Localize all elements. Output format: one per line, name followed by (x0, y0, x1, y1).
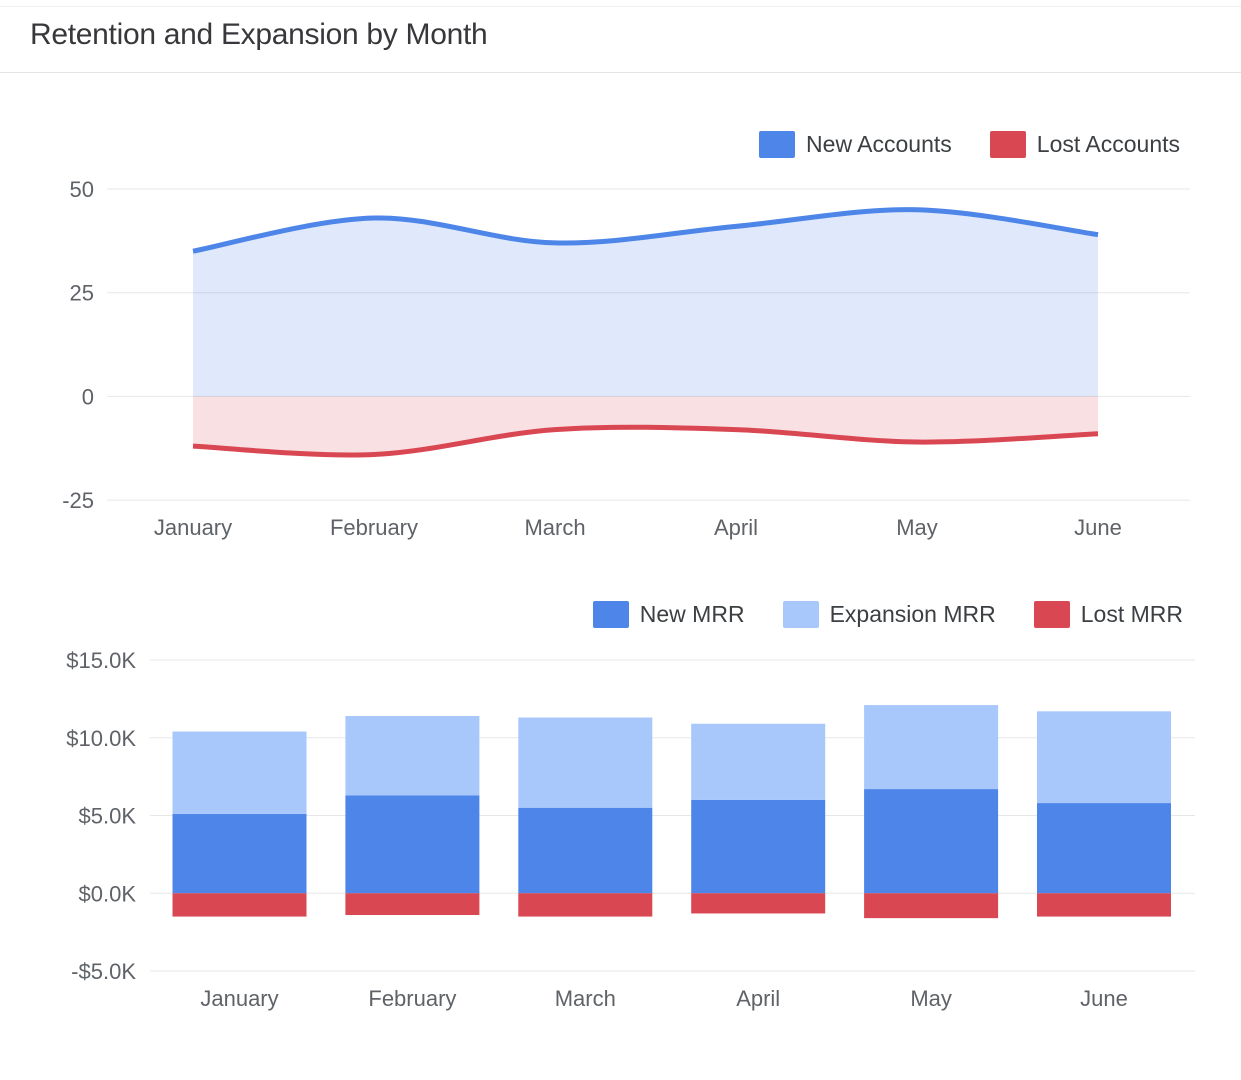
bar-segment-expansion-mrr-may (864, 705, 999, 790)
page-title: Retention and Expansion by Month (30, 18, 488, 51)
bar-segment-expansion-mrr-march (518, 717, 653, 808)
x-axis-tick-label: March (524, 515, 585, 540)
legend-item-new-accounts[interactable]: New Accounts (759, 131, 952, 158)
expansion-mrr-legend-label: Expansion MRR (829, 601, 996, 627)
y-axis-tick-label: $15.0K (66, 648, 136, 673)
lost-accounts-swatch-icon (989, 131, 1026, 158)
x-axis-tick-label: February (368, 986, 456, 1011)
legend-item-lost-mrr[interactable]: Lost MRR (1033, 601, 1183, 628)
legend-item-expansion-mrr[interactable]: Expansion MRR (782, 601, 996, 628)
x-axis-tick-label: May (896, 515, 938, 540)
mrr-stacked-bar-chart: $15.0K $10.0K $5.0K $0.0K -$5.0K January Febru… (66, 648, 1195, 1011)
bar-segment-new-mrr-january (172, 813, 307, 894)
bar-segment-lost-mrr-february (345, 893, 480, 916)
x-axis-tick-label: March (555, 986, 616, 1011)
title-divider (0, 72, 1241, 73)
accounts-chart-legend: New Accounts Lost Accounts (759, 131, 1180, 158)
y-axis-tick-label: $0.0K (79, 881, 137, 906)
x-axis-tick-label: April (714, 515, 758, 540)
y-axis-tick-label: -$5.0K (71, 959, 136, 984)
bar-segment-lost-mrr-april (691, 893, 826, 914)
series-line-new-accounts (192, 207, 1099, 254)
y-axis-tick-label: -25 (62, 488, 94, 513)
lost-mrr-swatch-icon (1033, 601, 1070, 628)
bar-segment-lost-mrr-march (518, 893, 653, 917)
bar-segment-lost-mrr-june (1037, 893, 1171, 917)
expansion-mrr-swatch-icon (782, 601, 819, 628)
series-line-lost-accounts (192, 424, 1099, 458)
new-mrr-swatch-icon (592, 601, 629, 628)
bar-segment-new-mrr-june (1037, 803, 1171, 894)
x-axis-tick-label: June (1080, 986, 1128, 1011)
bar-segment-new-mrr-may (864, 789, 999, 894)
y-axis-tick-label: 0 (82, 384, 94, 409)
accounts-area-chart: 50 25 0 -25 January February March April May June (62, 177, 1190, 540)
new-mrr-legend-label: New MRR (639, 601, 745, 627)
mrr-chart-legend: New MRR Expansion MRR Lost MRR (592, 601, 1183, 628)
x-axis-tick-label: May (910, 986, 952, 1011)
x-axis-tick-label: February (330, 515, 418, 540)
widget-top-border (0, 6, 1241, 7)
bar-segment-lost-mrr-may (864, 893, 999, 919)
bar-segment-new-mrr-march (518, 807, 653, 894)
bar-segment-expansion-mrr-april (691, 723, 826, 800)
lost-accounts-legend-label: Lost Accounts (1036, 131, 1180, 157)
area-fill-new-accounts (193, 209, 1098, 397)
x-axis-tick-label: January (200, 986, 278, 1011)
bar-segment-expansion-mrr-january (172, 731, 307, 814)
new-accounts-legend-label: New Accounts (806, 131, 952, 157)
bar-segment-new-mrr-april (691, 799, 826, 894)
x-axis-tick-label: June (1074, 515, 1122, 540)
legend-item-lost-accounts[interactable]: Lost Accounts (989, 131, 1180, 158)
x-axis-tick-label: January (154, 515, 232, 540)
bar-segment-lost-mrr-january (172, 893, 307, 917)
y-axis-tick-label: $10.0K (66, 726, 136, 751)
new-accounts-swatch-icon (759, 131, 796, 158)
bar-segment-expansion-mrr-february (345, 715, 480, 796)
legend-item-new-mrr[interactable]: New MRR (592, 601, 745, 628)
y-axis-tick-label: 25 (70, 281, 94, 306)
y-axis-tick-label: $5.0K (79, 804, 137, 829)
x-axis-tick-label: April (736, 986, 780, 1011)
bar-segment-new-mrr-february (345, 795, 480, 894)
y-axis-tick-label: 50 (70, 177, 94, 202)
bar-segment-expansion-mrr-june (1037, 711, 1171, 804)
lost-mrr-legend-label: Lost MRR (1080, 601, 1183, 627)
